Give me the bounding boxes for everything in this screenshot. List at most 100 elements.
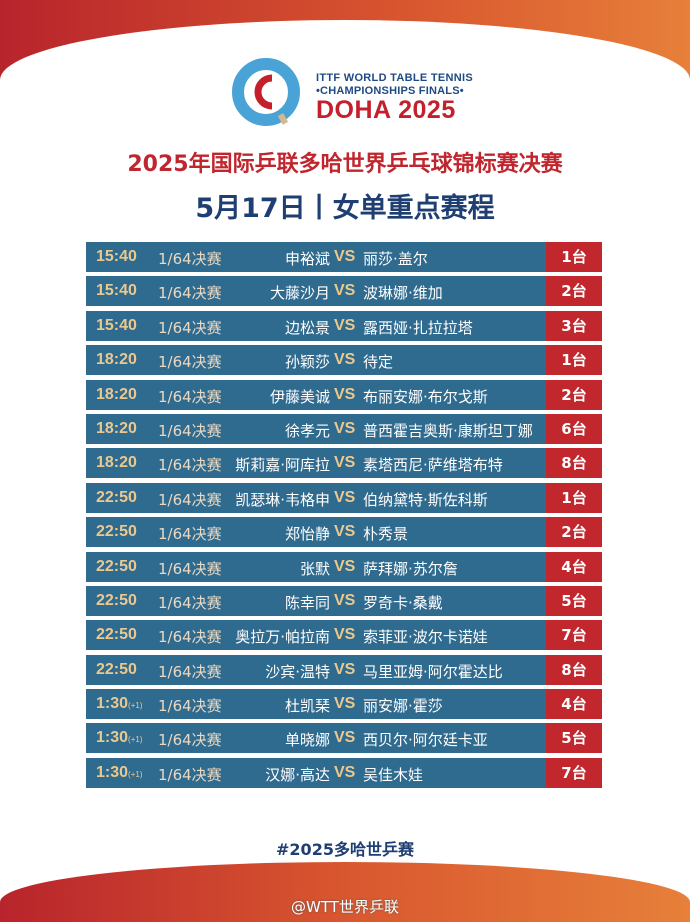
- table-row: 22:50 1/64决赛 奥拉万·帕拉南 VS 索菲亚·波尔卡诺娃 7台: [86, 620, 602, 651]
- bottom-band: [0, 862, 690, 922]
- match-round: 1/64决赛: [158, 456, 222, 475]
- vs-label: VS: [334, 591, 356, 609]
- match-time: 18:20: [96, 420, 137, 438]
- player2: 露西娅·扎拉拉塔: [363, 318, 473, 337]
- player1: 杜凯琹: [284, 697, 330, 716]
- player2: 西贝尔·阿尔廷卡亚: [363, 731, 488, 750]
- match-round: 1/64决赛: [158, 490, 222, 509]
- table-row: 22:50 1/64决赛 郑怡静 VS 朴秀景 2台: [86, 517, 602, 548]
- table-number: 2台: [546, 379, 602, 410]
- table-number: 4台: [546, 551, 602, 582]
- table-row: 1:30(+1) 1/64决赛 单晓娜 VS 西贝尔·阿尔廷卡亚 5台: [86, 723, 602, 754]
- vs-label: VS: [334, 626, 356, 644]
- time-text: 15:40: [96, 248, 137, 265]
- time-text: 15:40: [96, 282, 137, 300]
- table-row: 22:50 1/64决赛 凯瑟琳·韦格申 VS 伯纳黛特·斯佐科斯 1台: [86, 482, 602, 513]
- table-row: 15:40 1/64决赛 申裕斌 VS 丽莎·盖尔 1台: [86, 242, 602, 272]
- page-subtitle: 5月17日丨女单重点赛程: [195, 193, 495, 224]
- player2: 布丽安娜·布尔戈斯: [363, 387, 488, 406]
- table-number: 8台: [546, 448, 602, 479]
- vs-label: VS: [334, 351, 356, 369]
- vs-label: VS: [334, 488, 356, 506]
- match-time: 18:20: [96, 351, 137, 369]
- match-round: 1/64决赛: [158, 765, 222, 784]
- vs-label: VS: [334, 385, 356, 403]
- time-text: 18:20: [96, 454, 137, 472]
- schedule-table: 15:40 1/64决赛 申裕斌 VS 丽莎·盖尔 1台 15:40 1/64决赛…: [86, 242, 602, 792]
- vs-label: VS: [334, 316, 356, 334]
- time-text: 15:40: [96, 316, 137, 334]
- time-text: 18:20: [96, 419, 137, 437]
- time-text: 22:50: [96, 523, 137, 541]
- match-round: 1/64决赛: [158, 559, 222, 578]
- vs-label: VS: [334, 419, 356, 437]
- match-round: 1/64决赛: [158, 697, 222, 716]
- table-row: 15:40 1/64决赛 边松景 VS 露西娅·扎拉拉塔 3台: [86, 310, 602, 341]
- player2: 丽莎·盖尔: [363, 250, 428, 268]
- vs-label: VS: [334, 248, 356, 265]
- player2: 萨拜娜·苏尔詹: [363, 559, 458, 578]
- table-row: 1:30(+1) 1/64决赛 汉娜·高达 VS 吴佳木娃 7台: [86, 757, 602, 788]
- player2: 丽安娜·霍莎: [363, 697, 443, 716]
- player2: 素塔西尼·萨维塔布特: [363, 456, 503, 475]
- vs-label: VS: [334, 695, 356, 713]
- vs-label: VS: [334, 282, 356, 300]
- player1: 孙颖莎: [284, 353, 330, 372]
- player1: 沙宾·温特: [265, 662, 330, 681]
- player1: 郑怡静: [284, 525, 330, 544]
- match-time: 22:50: [96, 626, 137, 644]
- table-row: 15:40 1/64决赛 大藤沙月 VS 波琳娜·维加 2台: [86, 276, 602, 307]
- match-time: 15:40: [96, 282, 137, 300]
- match-time: 22:50: [96, 592, 137, 610]
- match-time: 18:20: [96, 454, 137, 472]
- match-round: 1/64决赛: [158, 250, 222, 268]
- player2: 吴佳木娃: [363, 765, 424, 784]
- next-day-marker: (+1): [128, 769, 143, 779]
- time-text: 18:20: [96, 385, 137, 403]
- time-text: 22:50: [96, 660, 137, 678]
- match-time: 22:50: [96, 558, 137, 576]
- table-row: 22:50 1/64决赛 张默 VS 萨拜娜·苏尔詹 4台: [86, 551, 602, 582]
- table-row: 18:20 1/64决赛 孙颖莎 VS 待定 1台: [86, 345, 602, 376]
- page-title: 2025年国际乒联多哈世界乒乓球锦标赛决赛: [127, 152, 563, 177]
- player2: 待定: [363, 353, 394, 372]
- table-number: 1台: [546, 242, 602, 272]
- vs-label: VS: [334, 763, 356, 781]
- vs-label: VS: [334, 454, 356, 472]
- match-round: 1/64决赛: [158, 421, 222, 440]
- match-time: 22:50: [96, 523, 137, 541]
- table-row: 22:50 1/64决赛 沙宾·温特 VS 马里亚姆·阿尔霍达比 8台: [86, 654, 602, 685]
- table-number: 5台: [546, 585, 602, 616]
- player1: 汉娜·高达: [265, 765, 330, 784]
- watermark: @WTT世界乒联: [291, 898, 399, 916]
- table-number: 4台: [546, 689, 602, 720]
- time-text: 22:50: [96, 626, 137, 644]
- vs-label: VS: [334, 523, 356, 541]
- table-number: 3台: [546, 310, 602, 341]
- vs-label: VS: [334, 557, 356, 575]
- match-time: 22:50: [96, 489, 137, 507]
- table-row: 1:30(+1) 1/64决赛 杜凯琹 VS 丽安娜·霍莎 4台: [86, 689, 602, 720]
- player1: 张默: [299, 559, 330, 578]
- player1: 徐孝元: [284, 421, 330, 440]
- match-round: 1/64决赛: [158, 353, 222, 372]
- match-time: 15:40: [96, 248, 137, 266]
- time-text: 1:30: [96, 695, 129, 713]
- time-text: 18:20: [96, 351, 137, 369]
- table-number: 1台: [546, 345, 602, 376]
- table-number: 6台: [546, 413, 602, 444]
- player1: 伊藤美诚: [269, 387, 330, 406]
- time-text: 22:50: [96, 557, 137, 575]
- table-row: 18:20 1/64决赛 伊藤美诚 VS 布丽安娜·布尔戈斯 2台: [86, 379, 602, 410]
- match-round: 1/64决赛: [158, 731, 222, 750]
- logo-line2: •CHAMPIONSHIPS FINALS•: [316, 85, 464, 97]
- next-day-marker: (+1): [128, 735, 143, 745]
- match-round: 1/64决赛: [158, 387, 222, 406]
- time-text: 1:30: [96, 729, 129, 747]
- player1: 边松景: [284, 318, 330, 337]
- doha-logo-icon: [232, 58, 300, 126]
- match-round: 1/64决赛: [158, 662, 222, 681]
- table-number: 1台: [546, 482, 602, 513]
- player1: 大藤沙月: [269, 284, 330, 303]
- match-time: 15:40: [96, 317, 137, 335]
